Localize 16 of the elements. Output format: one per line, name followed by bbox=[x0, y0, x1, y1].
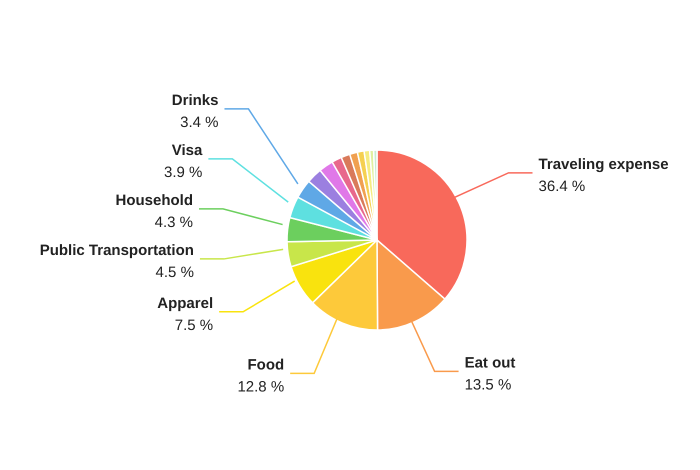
slice-label: Drinks bbox=[172, 92, 218, 109]
slice-label: Food bbox=[248, 356, 284, 374]
slice-label: Eat out bbox=[464, 354, 516, 372]
slice-label: Apparel bbox=[157, 294, 214, 312]
data-label: 12.8 % bbox=[237, 378, 284, 396]
data-label: 3.4 % bbox=[180, 114, 218, 131]
data-label: 13.5 % bbox=[464, 376, 512, 394]
data-label: 4.5 % bbox=[156, 264, 194, 281]
data-label: 7.5 % bbox=[174, 316, 214, 334]
data-label: 4.3 % bbox=[154, 214, 194, 231]
slice-label: Traveling expense bbox=[538, 156, 669, 173]
data-label: 3.9 % bbox=[164, 164, 202, 181]
data-label: 36.4 % bbox=[538, 178, 586, 195]
slice-label: Visa bbox=[172, 142, 204, 159]
slice-label: Household bbox=[116, 192, 194, 209]
slice-label: Public Transportation bbox=[40, 242, 194, 259]
